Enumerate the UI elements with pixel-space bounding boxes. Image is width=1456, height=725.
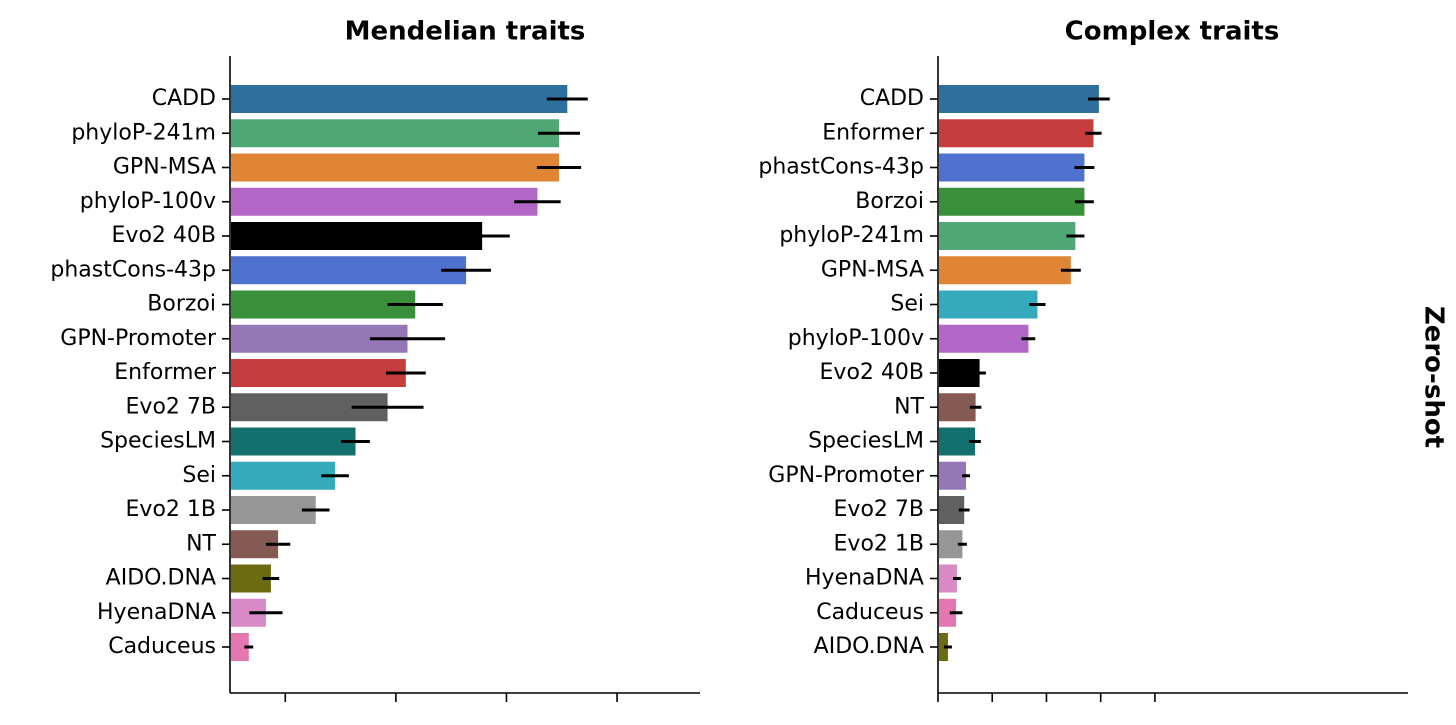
y-tick-label: CADD — [152, 86, 216, 111]
row-label: Zero-shot — [1419, 306, 1449, 448]
y-tick-label: GPN-Promoter — [60, 326, 217, 351]
bar — [231, 119, 559, 148]
y-tick-label: GPN-MSA — [113, 155, 216, 180]
y-tick-label: phastCons-43p — [50, 257, 216, 282]
panel-complex-traits: Complex traits CADD Enformer phastCons-43p B… — [758, 17, 1408, 702]
bar — [939, 256, 1071, 285]
bar — [939, 85, 1099, 113]
bar — [231, 461, 336, 490]
y-tick-label: Evo2 7B — [126, 394, 216, 419]
y-tick-label: phyloP-241m — [779, 223, 924, 248]
bar — [231, 187, 538, 216]
y-tick-label: SpeciesLM — [100, 429, 216, 454]
bar — [231, 85, 568, 113]
bar — [939, 290, 1038, 319]
y-tick-label: Evo2 40B — [112, 223, 216, 248]
y-tick-label: Evo2 1B — [834, 531, 924, 556]
bar — [939, 564, 957, 593]
bar — [939, 153, 1085, 182]
bar — [939, 598, 957, 627]
y-tick-label: GPN-MSA — [821, 257, 924, 282]
panel-mendelian-traits: Mendelian traits CADD phyloP-241m GPN-MSA ph… — [50, 17, 700, 702]
y-tick-label: Sei — [182, 463, 216, 488]
bar — [939, 222, 1076, 250]
y-tick-label: GPN-Promoter — [768, 463, 925, 488]
chart-title: Complex traits — [1065, 17, 1280, 47]
bar — [231, 633, 249, 661]
bar — [939, 359, 980, 387]
bar — [231, 359, 406, 387]
y-tick-label: HyenaDNA — [805, 566, 924, 591]
y-tick-label: Evo2 7B — [834, 497, 924, 522]
y-tick-label: phyloP-241m — [71, 120, 216, 145]
y-tick-label: Sei — [890, 292, 924, 317]
y-tick-label: NT — [894, 394, 924, 419]
y-tick-label: Caduceus — [108, 634, 216, 659]
y-tick-label: AIDO.DNA — [814, 634, 924, 659]
y-tick-label: AIDO.DNA — [106, 566, 216, 591]
y-tick-label: phyloP-100v — [80, 189, 216, 214]
y-tick-label: phyloP-100v — [788, 326, 924, 351]
y-tick-label: Borzoi — [147, 292, 216, 317]
bar — [231, 290, 416, 319]
y-tick-label: HyenaDNA — [97, 600, 216, 625]
y-tick-label: Borzoi — [855, 189, 924, 214]
bar — [231, 496, 316, 524]
y-tick-label: Enformer — [114, 360, 217, 385]
bar — [939, 324, 1029, 353]
bar — [231, 153, 559, 182]
bar — [939, 461, 967, 490]
bar — [231, 256, 467, 285]
chart-title: Mendelian traits — [345, 17, 586, 47]
bar — [231, 427, 356, 456]
bar — [939, 393, 976, 422]
y-tick-label: NT — [186, 531, 216, 556]
bar — [939, 530, 963, 559]
y-tick-label: Evo2 40B — [820, 360, 924, 385]
y-tick-label: CADD — [860, 86, 924, 111]
y-tick-label: phastCons-43p — [758, 155, 924, 180]
y-tick-label: Enformer — [822, 120, 925, 145]
y-tick-label: Evo2 1B — [126, 497, 216, 522]
bar — [231, 222, 483, 250]
bar — [939, 633, 948, 661]
bar — [939, 187, 1085, 216]
y-tick-label: Caduceus — [816, 600, 924, 625]
bar — [939, 427, 976, 456]
y-tick-label: SpeciesLM — [808, 429, 924, 454]
bar — [939, 119, 1094, 148]
